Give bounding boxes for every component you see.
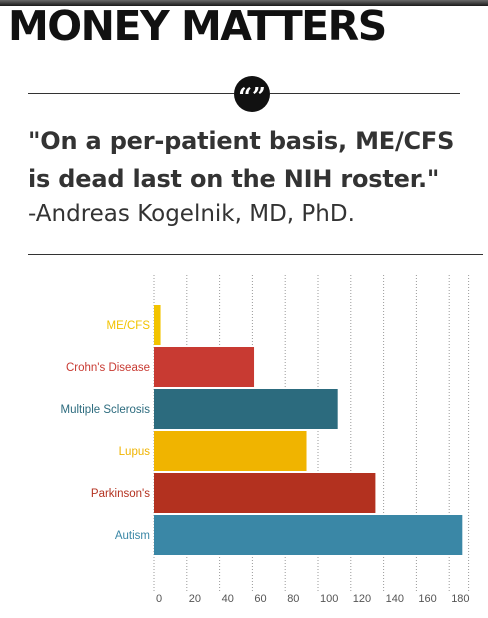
bar bbox=[154, 431, 307, 471]
quote-marks-icon: “” bbox=[234, 76, 270, 112]
divider-bottom bbox=[28, 254, 483, 255]
category-label: Autism bbox=[115, 530, 150, 542]
bar bbox=[154, 347, 255, 387]
bar-chart: 0 20 40 60 80 100 120 140 160 180 ME/CFS Crohn's Di… bbox=[61, 275, 470, 605]
pull-quote: "On a per-patient basis, ME/CFS is dead … bbox=[28, 127, 455, 193]
divider-left bbox=[28, 93, 234, 94]
x-tick-label: 80 bbox=[287, 593, 299, 605]
category-label: Crohn's Disease bbox=[66, 362, 150, 374]
category-label: ME/CFS bbox=[107, 320, 151, 332]
category-label: Lupus bbox=[119, 446, 151, 458]
x-tick-label: 120 bbox=[353, 593, 371, 605]
bar bbox=[154, 389, 338, 429]
divider-right bbox=[270, 93, 460, 94]
x-tick-label: 20 bbox=[189, 593, 201, 605]
quote-attribution: -Andreas Kogelnik, MD, PhD. bbox=[28, 201, 355, 227]
category-label: Multiple Sclerosis bbox=[61, 404, 151, 416]
x-tick-label: 180 bbox=[451, 593, 469, 605]
bar bbox=[154, 515, 463, 555]
x-tick-label: 40 bbox=[222, 593, 234, 605]
top-shadow-bar bbox=[0, 0, 488, 6]
bar bbox=[154, 473, 376, 513]
x-tick-label: 60 bbox=[254, 593, 266, 605]
x-tick-label: 0 bbox=[156, 593, 162, 605]
x-tick-label: 140 bbox=[386, 593, 404, 605]
bar bbox=[154, 305, 161, 345]
x-tick-label: 100 bbox=[320, 593, 338, 605]
category-label: Parkinson's bbox=[91, 488, 150, 500]
page-title: MONEY MATTERS bbox=[8, 2, 387, 50]
x-tick-label: 160 bbox=[418, 593, 436, 605]
